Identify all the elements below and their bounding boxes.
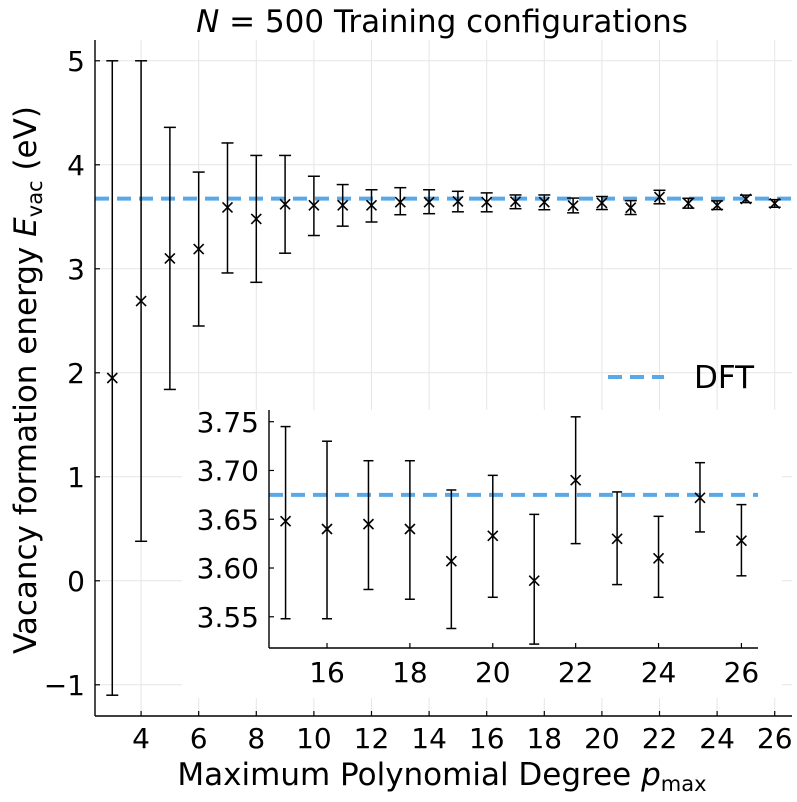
main-data-point-stroke-b <box>164 252 176 264</box>
main-data-point-stroke-b <box>394 196 406 208</box>
main-y-tick-label: 1 <box>67 461 85 494</box>
inset-data-point-stroke-b <box>362 518 375 530</box>
main-data-point-stroke-b <box>452 195 464 207</box>
main-data-point-stroke-b <box>308 199 320 211</box>
main-data-point-stroke-b <box>337 199 349 211</box>
main-data-point-stroke-b <box>221 201 234 214</box>
main-x-tick-label: 26 <box>757 722 793 755</box>
title-text: = 500 Training configurations <box>219 4 688 40</box>
y-axis-label-text: Vacancy formation energy <box>8 237 44 654</box>
main-data-point-stroke-b <box>538 196 550 208</box>
inset-data-point-stroke-b <box>404 523 416 535</box>
inset-data-point-stroke-b <box>570 474 582 486</box>
main-data-point-stroke-b <box>769 197 781 210</box>
main-data-point-stroke-b <box>567 200 579 212</box>
x-axis-label-text: Maximum Polynomial Degree <box>177 757 641 793</box>
inset-series <box>280 416 747 645</box>
inset-y-tick-label: 3.70 <box>197 455 259 488</box>
x-axis-label-symbol: p <box>640 757 661 793</box>
main-data-point-stroke-b <box>653 191 666 203</box>
main-x-tick-label: 24 <box>699 722 735 755</box>
main-series <box>106 60 781 696</box>
inset-y-tick-label: 3.65 <box>197 503 259 536</box>
inset-x-tick-label: 16 <box>309 656 345 689</box>
y-axis-label: Vacancy formation energy Evac (eV) <box>8 106 47 654</box>
inset-data-point-stroke-b <box>735 535 747 547</box>
main-data-point-stroke-b <box>481 196 493 208</box>
main-data-point-stroke-b <box>740 193 752 205</box>
inset-chart: 16 18 20 22 24 26 3.55 3.60 3.65 3.70 3.75 <box>182 406 782 698</box>
main-x-tick-label: 12 <box>354 722 390 755</box>
main-x-tick-label: 6 <box>190 722 208 755</box>
main-data-point-stroke-b <box>509 196 522 208</box>
inset-ticks: 16 18 20 22 24 26 3.55 3.60 3.65 3.70 3.75 <box>197 406 760 689</box>
chart-title: N = 500 Training configurations <box>196 4 688 40</box>
main-axes <box>94 40 792 717</box>
main-data-point-stroke-b <box>279 198 291 210</box>
main-data-point-stroke-b <box>106 372 118 384</box>
title-symbol: N <box>196 4 219 40</box>
main-y-tick-label: 2 <box>67 357 85 390</box>
main-data-point-stroke-b <box>135 295 147 307</box>
main-data-point-stroke-b <box>250 213 262 225</box>
inset-y-tick-label: 3.55 <box>197 601 259 634</box>
main-data-point-stroke-b <box>193 243 205 255</box>
legend-dft-label: DFT <box>694 360 755 396</box>
main-data-point-stroke-b <box>365 199 378 211</box>
inset-data-point-stroke-b <box>280 515 292 527</box>
inset-y-tick-label: 3.60 <box>197 552 259 585</box>
inset-data-point-stroke-b <box>528 575 540 587</box>
inset-x-tick-label: 24 <box>641 656 677 689</box>
inset-data-point-stroke-b <box>694 492 706 504</box>
main-x-tick-label: 4 <box>132 722 150 755</box>
inset-y-tick-label: 3.75 <box>197 406 259 439</box>
inset-background <box>182 410 782 698</box>
main-data-point-stroke-b <box>711 199 723 211</box>
main-data-point-stroke-b <box>596 197 608 209</box>
main-data-point-stroke-b <box>682 197 694 209</box>
inset-data-point-stroke-b <box>487 530 499 542</box>
main-y-tick-label: 4 <box>67 149 85 182</box>
main-data-point-stroke-b <box>423 196 435 208</box>
x-axis-label: Maximum Polynomial Degree pmax <box>177 757 706 796</box>
y-axis-label-unit: (eV) <box>8 106 44 180</box>
inset-data-point-stroke-b <box>321 523 333 535</box>
inset-data-point-stroke-b <box>652 552 665 564</box>
inset-x-tick-label: 20 <box>475 656 511 689</box>
inset-axes <box>268 410 758 649</box>
main-x-tick-label: 18 <box>526 722 562 755</box>
main-x-tick-label: 20 <box>584 722 620 755</box>
inset-x-tick-label: 26 <box>724 656 760 689</box>
inset-data-point-stroke-b <box>445 555 457 567</box>
main-y-tick-label: 3 <box>67 253 85 286</box>
x-axis-label-subscript: max <box>661 772 707 796</box>
main-x-tick-label: 16 <box>469 722 505 755</box>
main-x-tick-label: 22 <box>642 722 678 755</box>
main-x-tick-label: 14 <box>411 722 447 755</box>
legend: DFT <box>608 360 755 396</box>
y-axis-label-symbol: E <box>8 217 44 237</box>
inset-x-tick-label: 22 <box>558 656 594 689</box>
inset-x-tick-label: 18 <box>392 656 428 689</box>
inset-data-point-stroke-b <box>611 533 623 545</box>
main-data-point-stroke-b <box>625 202 637 214</box>
main-y-tick-label: 0 <box>67 565 85 598</box>
main-y-tick-label: −1 <box>44 669 85 702</box>
main-x-tick-label: 8 <box>247 722 265 755</box>
main-y-tick-label: 5 <box>67 45 85 78</box>
y-axis-label-subscript: vac <box>23 180 47 217</box>
main-x-tick-label: 10 <box>296 722 332 755</box>
